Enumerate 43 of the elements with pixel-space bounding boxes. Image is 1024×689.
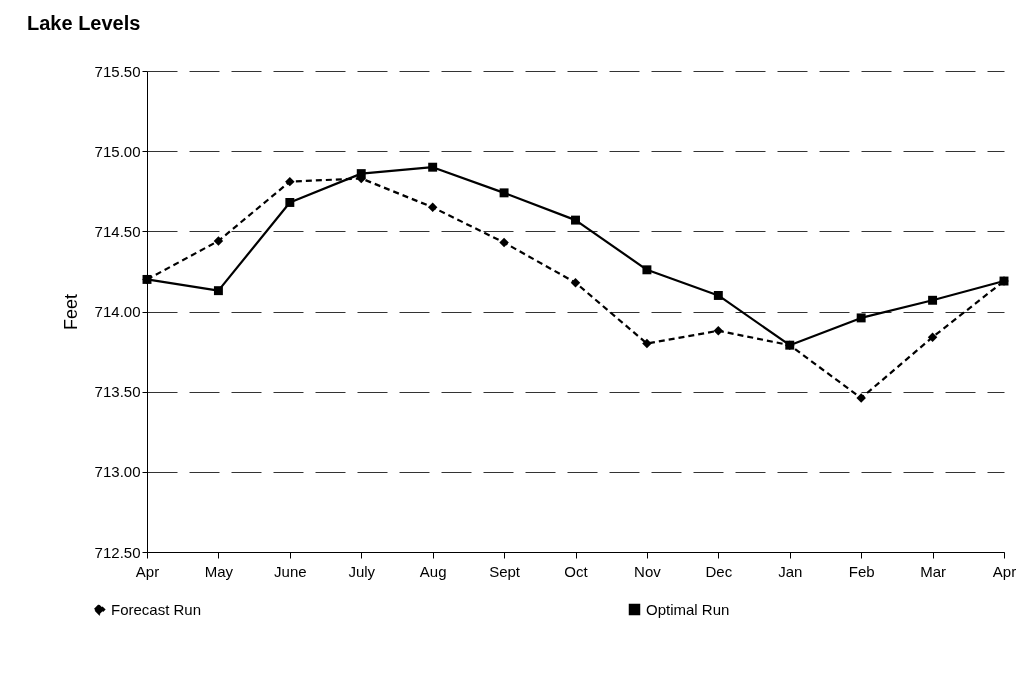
x-tick-label: Dec xyxy=(705,562,733,580)
x-tick-label: Feb xyxy=(848,562,875,580)
x-tick-label: May xyxy=(204,562,234,580)
point xyxy=(713,326,724,336)
x-tick-label: Jan xyxy=(778,562,803,580)
y-tick-label: 712.50 xyxy=(94,543,141,561)
point xyxy=(499,188,509,198)
x-tick-label: June xyxy=(274,562,307,580)
x-tick-label: Mar xyxy=(920,562,947,580)
y-tick-label: 713.50 xyxy=(94,383,141,401)
y-tick-label: 714.00 xyxy=(94,303,141,320)
x-tick-label: Apr xyxy=(135,562,160,580)
y-tick-label: 714.50 xyxy=(94,222,141,240)
point xyxy=(142,274,152,284)
legend-label: Forecast Run xyxy=(111,600,202,618)
point xyxy=(285,176,295,187)
point xyxy=(571,215,580,225)
y-axis-title: Feet xyxy=(60,293,81,331)
x-tick-label: Aug xyxy=(419,562,447,580)
point xyxy=(427,202,438,213)
point xyxy=(285,198,295,207)
point xyxy=(928,295,938,305)
point xyxy=(642,338,652,349)
point xyxy=(213,286,223,296)
point xyxy=(642,265,652,275)
point xyxy=(356,169,366,179)
x-tick-label: Nov xyxy=(634,562,662,580)
y-tick-label: 713.00 xyxy=(94,463,141,481)
x-tick-label: July xyxy=(348,562,376,580)
x-tick-label: Sept xyxy=(489,562,521,580)
point xyxy=(570,277,581,288)
chart-title: Lake Levels xyxy=(27,12,141,34)
y-tick-label: 715.00 xyxy=(94,142,141,160)
point xyxy=(428,162,438,172)
x-tick-label: Apr xyxy=(992,562,1017,580)
point xyxy=(713,290,723,300)
x-tick-label: Oct xyxy=(564,562,589,580)
point xyxy=(856,313,866,323)
point xyxy=(213,236,224,246)
legend-label: Optimal Run xyxy=(646,600,730,618)
point xyxy=(927,332,938,342)
y-tick-label: 715.50 xyxy=(94,62,141,80)
point xyxy=(499,237,509,248)
